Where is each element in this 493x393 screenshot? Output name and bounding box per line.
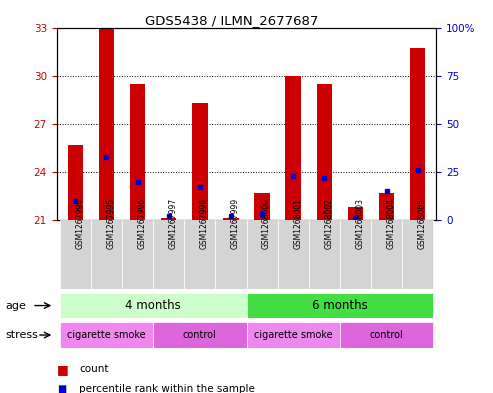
Text: control: control (370, 330, 403, 340)
Bar (192, 103, 208, 220)
Text: GSM1267994: GSM1267994 (75, 198, 84, 249)
Bar (215, 220, 246, 289)
Bar (60, 322, 153, 348)
Bar (402, 220, 433, 289)
Bar (309, 220, 340, 289)
Text: GSM1268001: GSM1268001 (293, 198, 302, 249)
Bar (340, 220, 371, 289)
Bar (348, 207, 363, 220)
Text: GSM1267999: GSM1267999 (231, 198, 240, 249)
Bar (184, 220, 215, 289)
Bar (60, 293, 246, 318)
Bar (254, 193, 270, 220)
Text: GSM1267996: GSM1267996 (138, 198, 146, 249)
Bar (223, 219, 239, 220)
Text: GSM1267995: GSM1267995 (106, 198, 115, 249)
Text: stress: stress (5, 330, 38, 340)
Text: percentile rank within the sample: percentile rank within the sample (79, 384, 255, 393)
Bar (246, 220, 278, 289)
Text: GSM1267998: GSM1267998 (200, 198, 209, 249)
Text: GSM1268000: GSM1268000 (262, 198, 271, 249)
Text: ■: ■ (57, 384, 66, 393)
Bar (130, 84, 145, 220)
Text: 4 months: 4 months (125, 299, 181, 312)
Text: age: age (5, 301, 26, 310)
Text: GSM1268004: GSM1268004 (387, 198, 395, 249)
Bar (371, 220, 402, 289)
Bar (68, 145, 83, 220)
Bar (99, 28, 114, 220)
Bar (285, 76, 301, 220)
Text: GSM1268003: GSM1268003 (355, 198, 364, 249)
Text: cigarette smoke: cigarette smoke (67, 330, 146, 340)
Bar (122, 220, 153, 289)
Bar (379, 193, 394, 220)
Bar (153, 220, 184, 289)
Bar (340, 322, 433, 348)
Bar (161, 219, 176, 220)
Bar (91, 220, 122, 289)
Bar (246, 293, 433, 318)
Text: 6 months: 6 months (312, 299, 368, 312)
Bar (153, 322, 246, 348)
Bar (246, 322, 340, 348)
Bar (410, 48, 425, 220)
Text: control: control (183, 330, 217, 340)
Text: cigarette smoke: cigarette smoke (254, 330, 332, 340)
Bar (317, 84, 332, 220)
Text: ■: ■ (57, 363, 69, 376)
Text: GSM1268005: GSM1268005 (418, 198, 426, 249)
Bar (278, 220, 309, 289)
Text: GSM1268002: GSM1268002 (324, 198, 333, 249)
Text: GSM1267997: GSM1267997 (169, 198, 177, 249)
Text: GDS5438 / ILMN_2677687: GDS5438 / ILMN_2677687 (145, 14, 318, 27)
Bar (60, 220, 91, 289)
Text: count: count (79, 364, 108, 375)
